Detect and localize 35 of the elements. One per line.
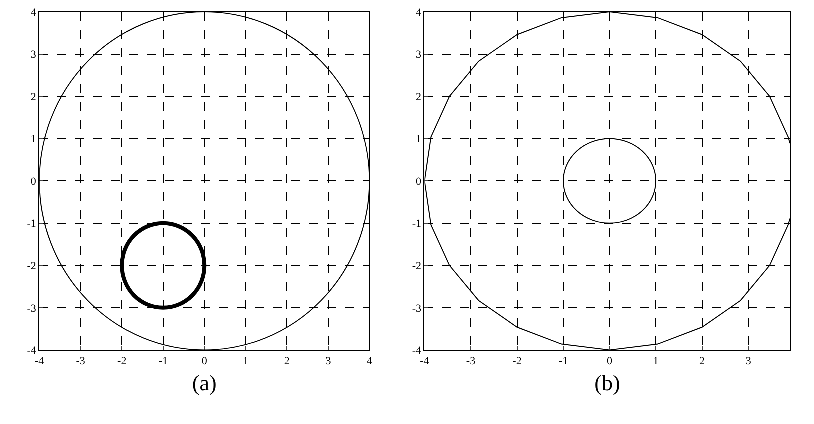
x-tick-label: 1 [243, 355, 249, 368]
x-tick-label: -3 [466, 355, 476, 368]
y-tick-label: -1 [27, 218, 36, 230]
x-tick-label: 0 [607, 355, 614, 368]
y-tick-label: -4 [27, 345, 37, 358]
y-tick-label: 1 [416, 134, 422, 146]
y-tick-label: 3 [416, 49, 422, 62]
y-tick-label: -3 [27, 302, 37, 315]
x-tick-label: -1 [158, 355, 168, 368]
x-tick-label: -3 [76, 355, 86, 368]
x-tick-label: -2 [118, 355, 127, 368]
x-tick-label: 4 [366, 355, 373, 368]
x-tick-label: 2 [284, 355, 290, 368]
x-axis-title: (b) [594, 370, 620, 396]
y-tick-label: 0 [416, 176, 422, 188]
x-tick-label: 1 [653, 355, 659, 368]
y-tick-label: 4 [416, 6, 422, 19]
y-tick-label: -1 [412, 218, 422, 230]
x-tick-label: 3 [746, 355, 752, 368]
y-tick-label: -2 [27, 260, 36, 273]
y-tick-label: -4 [412, 345, 422, 358]
y-tick-label: -3 [412, 302, 422, 315]
y-tick-label: 2 [30, 91, 36, 104]
x-tick-label: 2 [700, 355, 706, 368]
y-tick-label: 1 [30, 134, 36, 146]
y-tick-label: 2 [416, 91, 422, 104]
y-tick-label: 3 [30, 49, 37, 62]
x-tick-label: 3 [326, 355, 332, 368]
x-tick-label: -2 [512, 355, 522, 368]
x-tick-label: 0 [202, 355, 208, 368]
y-tick-label: 4 [30, 6, 37, 19]
x-axis-title: (a) [192, 370, 217, 396]
y-tick-label: -2 [412, 260, 422, 273]
x-tick-label: -1 [558, 355, 568, 368]
y-tick-label: 0 [30, 176, 37, 188]
